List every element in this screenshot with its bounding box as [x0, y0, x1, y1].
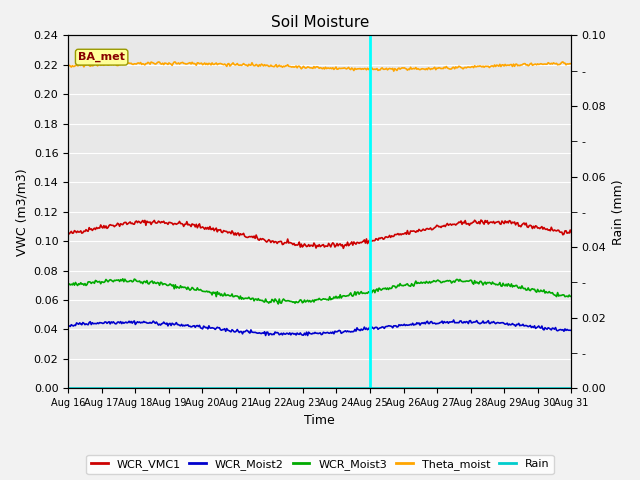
Title: Soil Moisture: Soil Moisture: [271, 15, 369, 30]
Text: BA_met: BA_met: [78, 52, 125, 62]
Y-axis label: VWC (m3/m3): VWC (m3/m3): [15, 168, 28, 256]
Legend: WCR_VMC1, WCR_Moist2, WCR_Moist3, Theta_moist, Rain: WCR_VMC1, WCR_Moist2, WCR_Moist3, Theta_…: [86, 455, 554, 474]
X-axis label: Time: Time: [305, 414, 335, 427]
Y-axis label: Rain (mm): Rain (mm): [612, 179, 625, 245]
